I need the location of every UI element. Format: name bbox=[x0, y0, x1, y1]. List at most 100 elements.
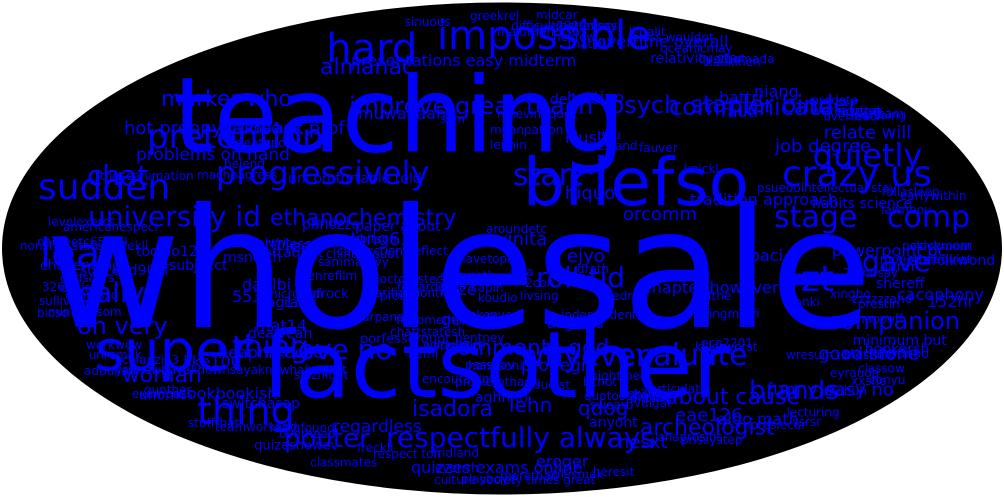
cloud-word-roll-tid-27: roll tid bbox=[536, 261, 625, 294]
cloud-word-ketsam-222: ketsam bbox=[860, 107, 904, 121]
cloud-word-pradeto-223: pradeto bbox=[811, 94, 858, 108]
cloud-word-prodegi-68: prodegi bbox=[521, 356, 586, 376]
cloud-word-comp-16: comp bbox=[887, 200, 970, 235]
cloud-word-funny-easy-no-61: funny easy no bbox=[767, 380, 894, 401]
cloud-word-ejyo-47: ejyo bbox=[567, 246, 605, 267]
cloud-word-shizniqht-132: shizniqht bbox=[294, 368, 349, 382]
cloud-word-rauti-91: rauti bbox=[721, 102, 758, 121]
cloud-word-prissystep-196: prissystep bbox=[681, 433, 742, 447]
cloud-word-wresum-192: wresum bbox=[786, 348, 833, 362]
cloud-word-quothamada-83: quothamada bbox=[698, 52, 774, 66]
cloud-word-fauver-93: fauver bbox=[639, 141, 678, 155]
cloud-word-morethan-252: morethan bbox=[500, 469, 558, 483]
cloud-word-sinuous-254: sinuous bbox=[405, 15, 451, 29]
cloud-word-eyrauda-194: eyrauda bbox=[830, 366, 879, 380]
cloud-word-problems-on-hand-38: problems on hand bbox=[136, 145, 290, 165]
cloud-word-about-cause-43: about cause bbox=[665, 385, 800, 410]
cloud-word-pouter-31: pouter bbox=[284, 424, 370, 454]
cloud-word-aghhhh-144: aghhhh bbox=[475, 390, 528, 406]
cloud-word-greekrel-216: greekrel bbox=[470, 9, 519, 23]
cloud-word-killerworst-148: killerworst bbox=[695, 340, 758, 354]
cloud-word-muwaaaah-86: muwaaaah bbox=[358, 104, 446, 123]
cloud-word-uestand-170: uestand bbox=[589, 139, 638, 153]
cloud-word-succeed90of-101: succeed90of bbox=[80, 263, 170, 279]
cloud-word-eae126-67: eae126 bbox=[675, 405, 743, 426]
cloud-word-earlywithin-247: earlywithin bbox=[900, 189, 967, 203]
cloud-word-sudden-8: sudden bbox=[38, 167, 170, 208]
cloud-word-super-3: super bbox=[95, 319, 254, 384]
cloud-word-nameetc65289-106: nameetc65289 bbox=[37, 235, 128, 249]
cloud-word-notesiecur-206: notesiecur bbox=[743, 418, 806, 432]
cloud-word-shappoff-161: shappoff bbox=[851, 312, 904, 326]
cloud-word-algo-math-74: algo math bbox=[718, 409, 799, 428]
cloud-word-bcnot-146: bcnot bbox=[583, 375, 617, 389]
cloud-word-overhead-131: overhead bbox=[279, 427, 336, 441]
cloud-word-belend-174: belend bbox=[224, 157, 265, 171]
cloud-word-clockmoar-249: clockmoar bbox=[910, 239, 972, 253]
cloud-word-subjecct-173: subjecct bbox=[169, 258, 228, 274]
cloud-word-hiquot-53: hiquot bbox=[565, 183, 622, 204]
cloud-word-americanespeci-104: americanespeci bbox=[63, 220, 158, 234]
cloud-word-everrrh-208: everrrh bbox=[435, 461, 479, 475]
cloud-word-porfessorquot-139: porfessorquot bbox=[360, 332, 450, 347]
cloud-word-32655-211: 32655 bbox=[42, 280, 80, 294]
cloud-word-bonkersh-158: bonkersh bbox=[865, 342, 929, 358]
cloud-word-280unless-79: 280unless bbox=[556, 19, 617, 33]
cloud-word-koudio-155: koudio bbox=[478, 291, 518, 305]
cloud-word-statureth-242: statureth bbox=[440, 269, 495, 283]
cloud-word-impossible-4: impossible bbox=[437, 13, 651, 59]
cloud-word-ethanochemistry-28: ethanochemistry bbox=[270, 206, 456, 231]
cloud-word-meanpatron-169: meanpatron bbox=[490, 123, 563, 137]
cloud-word-bioso-209: bioso bbox=[37, 306, 69, 320]
cloud-word-fridland-121: fridland bbox=[433, 446, 479, 460]
cloud-word-briefso-6: briefso bbox=[523, 144, 749, 221]
cloud-word-thing-40: thing bbox=[232, 330, 309, 365]
cloud-word-thedrl-245: thedrl bbox=[600, 289, 636, 303]
cloud-word-habits-science-97: habits science bbox=[812, 196, 912, 212]
cloud-word-whewi-180: whewi bbox=[311, 215, 349, 229]
cloud-word-rassi-134: rassi bbox=[284, 295, 317, 311]
cloud-word-ag130-135: ag130 bbox=[267, 295, 311, 311]
cloud-word-heaphi-60: heaphi bbox=[218, 343, 273, 362]
cloud-word-hard-5: hard bbox=[326, 26, 417, 72]
cloud-word-freckli-120: freckli bbox=[357, 441, 394, 455]
cloud-word-sullivi-210: sullivi bbox=[39, 294, 73, 308]
cloud-word-stilesmak-116: stilesmak bbox=[546, 468, 603, 482]
cloud-word-learnfound-130: learnfound bbox=[270, 421, 335, 435]
cloud-word-egr304-147: egr304 bbox=[620, 387, 663, 401]
cloud-word-machoagress-181: machoagress bbox=[197, 168, 277, 182]
cloud-word-communicate-21: communicate bbox=[669, 93, 833, 121]
cloud-word-shereff-109: shereff bbox=[876, 276, 925, 292]
cloud-word-evaluate-22: evaluate bbox=[617, 338, 748, 373]
cloud-word-kaukinen-87: kaukinen bbox=[706, 55, 761, 69]
cloud-word-paper-about-107: paper about bbox=[355, 219, 441, 235]
cloud-word-midcar-80: midcar bbox=[536, 8, 578, 22]
cloud-word-svm-166: svm bbox=[440, 112, 465, 126]
cloud-word-clarificationthat-237: clarificationthat bbox=[365, 286, 460, 300]
cloud-word-monotonequiet-226: monotonequiet bbox=[880, 252, 972, 266]
cloud-word-chat-14: chat bbox=[87, 159, 148, 192]
cloud-word-handsoni-188: handsoni bbox=[468, 359, 523, 373]
cloud-word-encouragign-186: encouragign bbox=[422, 372, 497, 386]
cloud-word-lennin-168: lennin bbox=[490, 138, 527, 152]
cloud-word-capin-156: capin bbox=[471, 281, 504, 295]
cloud-word-respectfully-always-30: respectfully always bbox=[386, 421, 655, 454]
cloud-word-respect-ton-119: respect ton bbox=[373, 447, 441, 461]
cloud-word-knickl-94: knickl bbox=[684, 162, 719, 176]
cloud-word-doctorastecies-240: doctorastecies bbox=[372, 272, 460, 286]
cloud-word-improve-great-teach-19: improve great teach bbox=[349, 92, 593, 120]
cloud-word-kingmerri-150: kingmerri bbox=[702, 307, 760, 321]
cloud-word-ufthe-246: ufthe bbox=[700, 289, 731, 303]
cloud-word-toobio122-100: toobio122 bbox=[136, 244, 207, 260]
cloud-word-crazy-us-11: crazy us bbox=[782, 154, 932, 195]
cloud-word-nonstop-256: nonstop bbox=[20, 239, 68, 253]
cloud-word-theseanimation-248: theseanimation bbox=[100, 169, 194, 183]
cloud-word-ssrsr-205: ssrsr bbox=[793, 415, 822, 429]
cloud-word-fowardeasi-236: fowardeasi bbox=[397, 280, 462, 294]
cloud-word-ieee-55: ieee bbox=[285, 236, 323, 257]
cloud-word-good-stone-62: good stone bbox=[818, 344, 919, 365]
cloud-word-havetopay-238: havetopay bbox=[458, 252, 522, 266]
cloud-word-start-15: start bbox=[513, 158, 583, 193]
